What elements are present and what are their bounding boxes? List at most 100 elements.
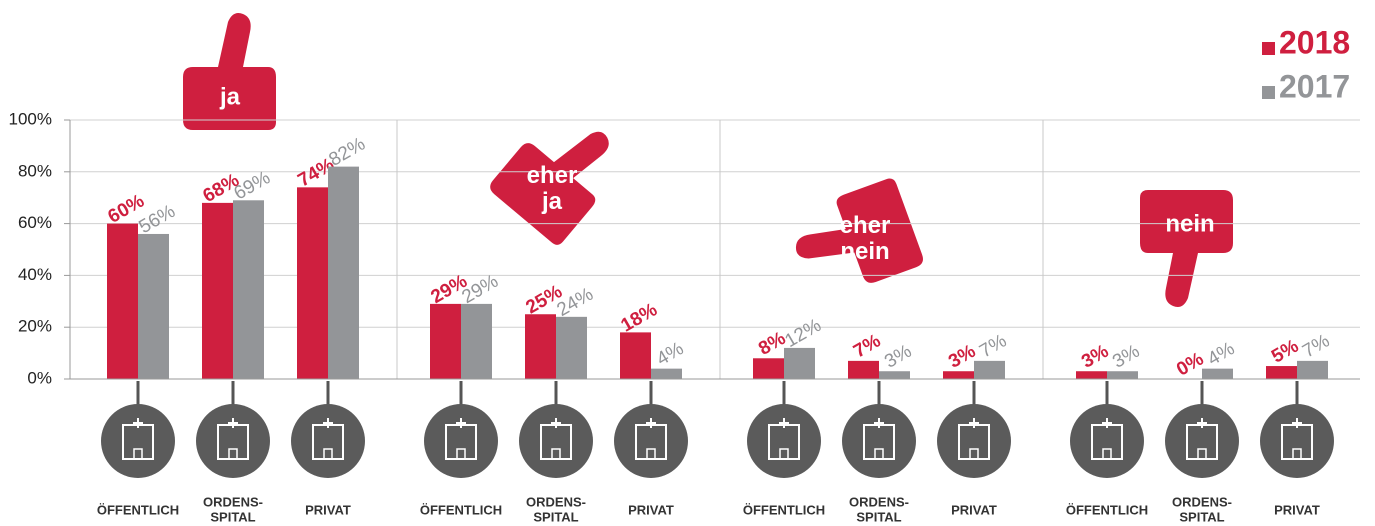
- icon-circle: [747, 404, 821, 478]
- y-tick-label: 0%: [27, 368, 52, 387]
- legend-label: 2018: [1279, 24, 1350, 60]
- building-door: [228, 448, 238, 460]
- icon-circle: [519, 404, 593, 478]
- bar: [328, 166, 359, 379]
- bar: [202, 202, 233, 379]
- building-door: [456, 448, 466, 460]
- building-cross: [1102, 418, 1112, 428]
- icon-circle: [101, 404, 175, 478]
- bar: [879, 371, 910, 379]
- x-tick-label: ORDENS-SPITAL: [526, 495, 586, 525]
- x-tick-label: PRIVAT: [628, 502, 674, 517]
- building-door: [323, 448, 333, 460]
- value-label: 4%: [1204, 338, 1238, 370]
- group-label: eher nein: [840, 212, 891, 265]
- building-cross: [779, 418, 789, 428]
- icon-circle: [196, 404, 270, 478]
- x-tick-label: ÖFFENTLICH: [97, 502, 179, 517]
- bar: [461, 303, 492, 379]
- y-tick-label: 20%: [18, 317, 52, 336]
- building-door: [1102, 448, 1112, 460]
- building-door: [1197, 448, 1207, 460]
- y-tick-label: 80%: [18, 161, 52, 180]
- value-label: 82%: [326, 134, 370, 171]
- bar: [943, 371, 974, 379]
- value-label: 29%: [459, 271, 503, 308]
- bar: [651, 368, 682, 379]
- x-tick-label: ORDENS-SPITAL: [203, 495, 263, 525]
- group-label: eher ja: [527, 162, 578, 215]
- icon-circle: [1260, 404, 1334, 478]
- value-label: 69%: [231, 167, 275, 204]
- y-tick-label: 40%: [18, 265, 52, 284]
- bar: [430, 303, 461, 379]
- legend-swatch: [1262, 42, 1275, 55]
- icon-circle: [1070, 404, 1144, 478]
- building-door: [779, 448, 789, 460]
- building-door: [551, 448, 561, 460]
- building-cross: [1292, 418, 1302, 428]
- building-cross: [133, 418, 143, 428]
- building-door: [646, 448, 656, 460]
- thumb-icon: [183, 13, 276, 130]
- x-tick-label: ORDENS-SPITAL: [849, 495, 909, 525]
- bar: [1266, 366, 1297, 379]
- value-label: 12%: [782, 315, 826, 352]
- bar: [297, 187, 328, 379]
- icon-circle: [1165, 404, 1239, 478]
- icon-circle: [614, 404, 688, 478]
- bar: [848, 360, 879, 379]
- building-cross: [551, 418, 561, 428]
- group-label: ja: [219, 83, 241, 110]
- x-tick-label: ORDENS-SPITAL: [1172, 495, 1232, 525]
- bar: [138, 233, 169, 379]
- bar: [974, 360, 1005, 379]
- value-label: 7%: [1299, 330, 1333, 362]
- building-door: [969, 448, 979, 460]
- bar: [1297, 360, 1328, 379]
- building-cross: [874, 418, 884, 428]
- building-cross: [1197, 418, 1207, 428]
- bar: [753, 358, 784, 379]
- legend-swatch: [1262, 86, 1275, 99]
- building-cross: [456, 418, 466, 428]
- bar: [233, 200, 264, 379]
- building-door: [874, 448, 884, 460]
- building-cross: [323, 418, 333, 428]
- building-cross: [646, 418, 656, 428]
- value-label: 3%: [1109, 341, 1143, 373]
- value-label: 7%: [976, 330, 1010, 362]
- icon-circle: [842, 404, 916, 478]
- y-tick-label: 100%: [9, 109, 52, 128]
- value-label: 4%: [653, 338, 687, 370]
- x-tick-label: ÖFFENTLICH: [1066, 502, 1148, 517]
- building-door: [1292, 448, 1302, 460]
- x-tick-label: PRIVAT: [305, 502, 351, 517]
- bar: [784, 347, 815, 379]
- bar: [1076, 371, 1107, 379]
- bar: [556, 316, 587, 379]
- x-tick-label: PRIVAT: [1274, 502, 1320, 517]
- building-cross: [228, 418, 238, 428]
- icon-circle: [424, 404, 498, 478]
- thumb-icon: [1140, 190, 1233, 307]
- value-label: 7%: [850, 330, 884, 362]
- value-label: 18%: [618, 299, 662, 336]
- bar: [620, 332, 651, 379]
- y-tick-label: 60%: [18, 213, 52, 232]
- bar: [525, 314, 556, 379]
- x-tick-label: ÖFFENTLICH: [420, 502, 502, 517]
- icon-circle: [937, 404, 1011, 478]
- bar: [107, 223, 138, 379]
- x-tick-label: ÖFFENTLICH: [743, 502, 825, 517]
- bar: [1202, 368, 1233, 379]
- group-label: nein: [1165, 210, 1214, 237]
- icon-circle: [291, 404, 365, 478]
- bar: [1107, 371, 1138, 379]
- x-tick-label: PRIVAT: [951, 502, 997, 517]
- building-door: [133, 448, 143, 460]
- building-cross: [969, 418, 979, 428]
- value-label: 3%: [881, 341, 915, 373]
- legend-label: 2017: [1279, 68, 1350, 104]
